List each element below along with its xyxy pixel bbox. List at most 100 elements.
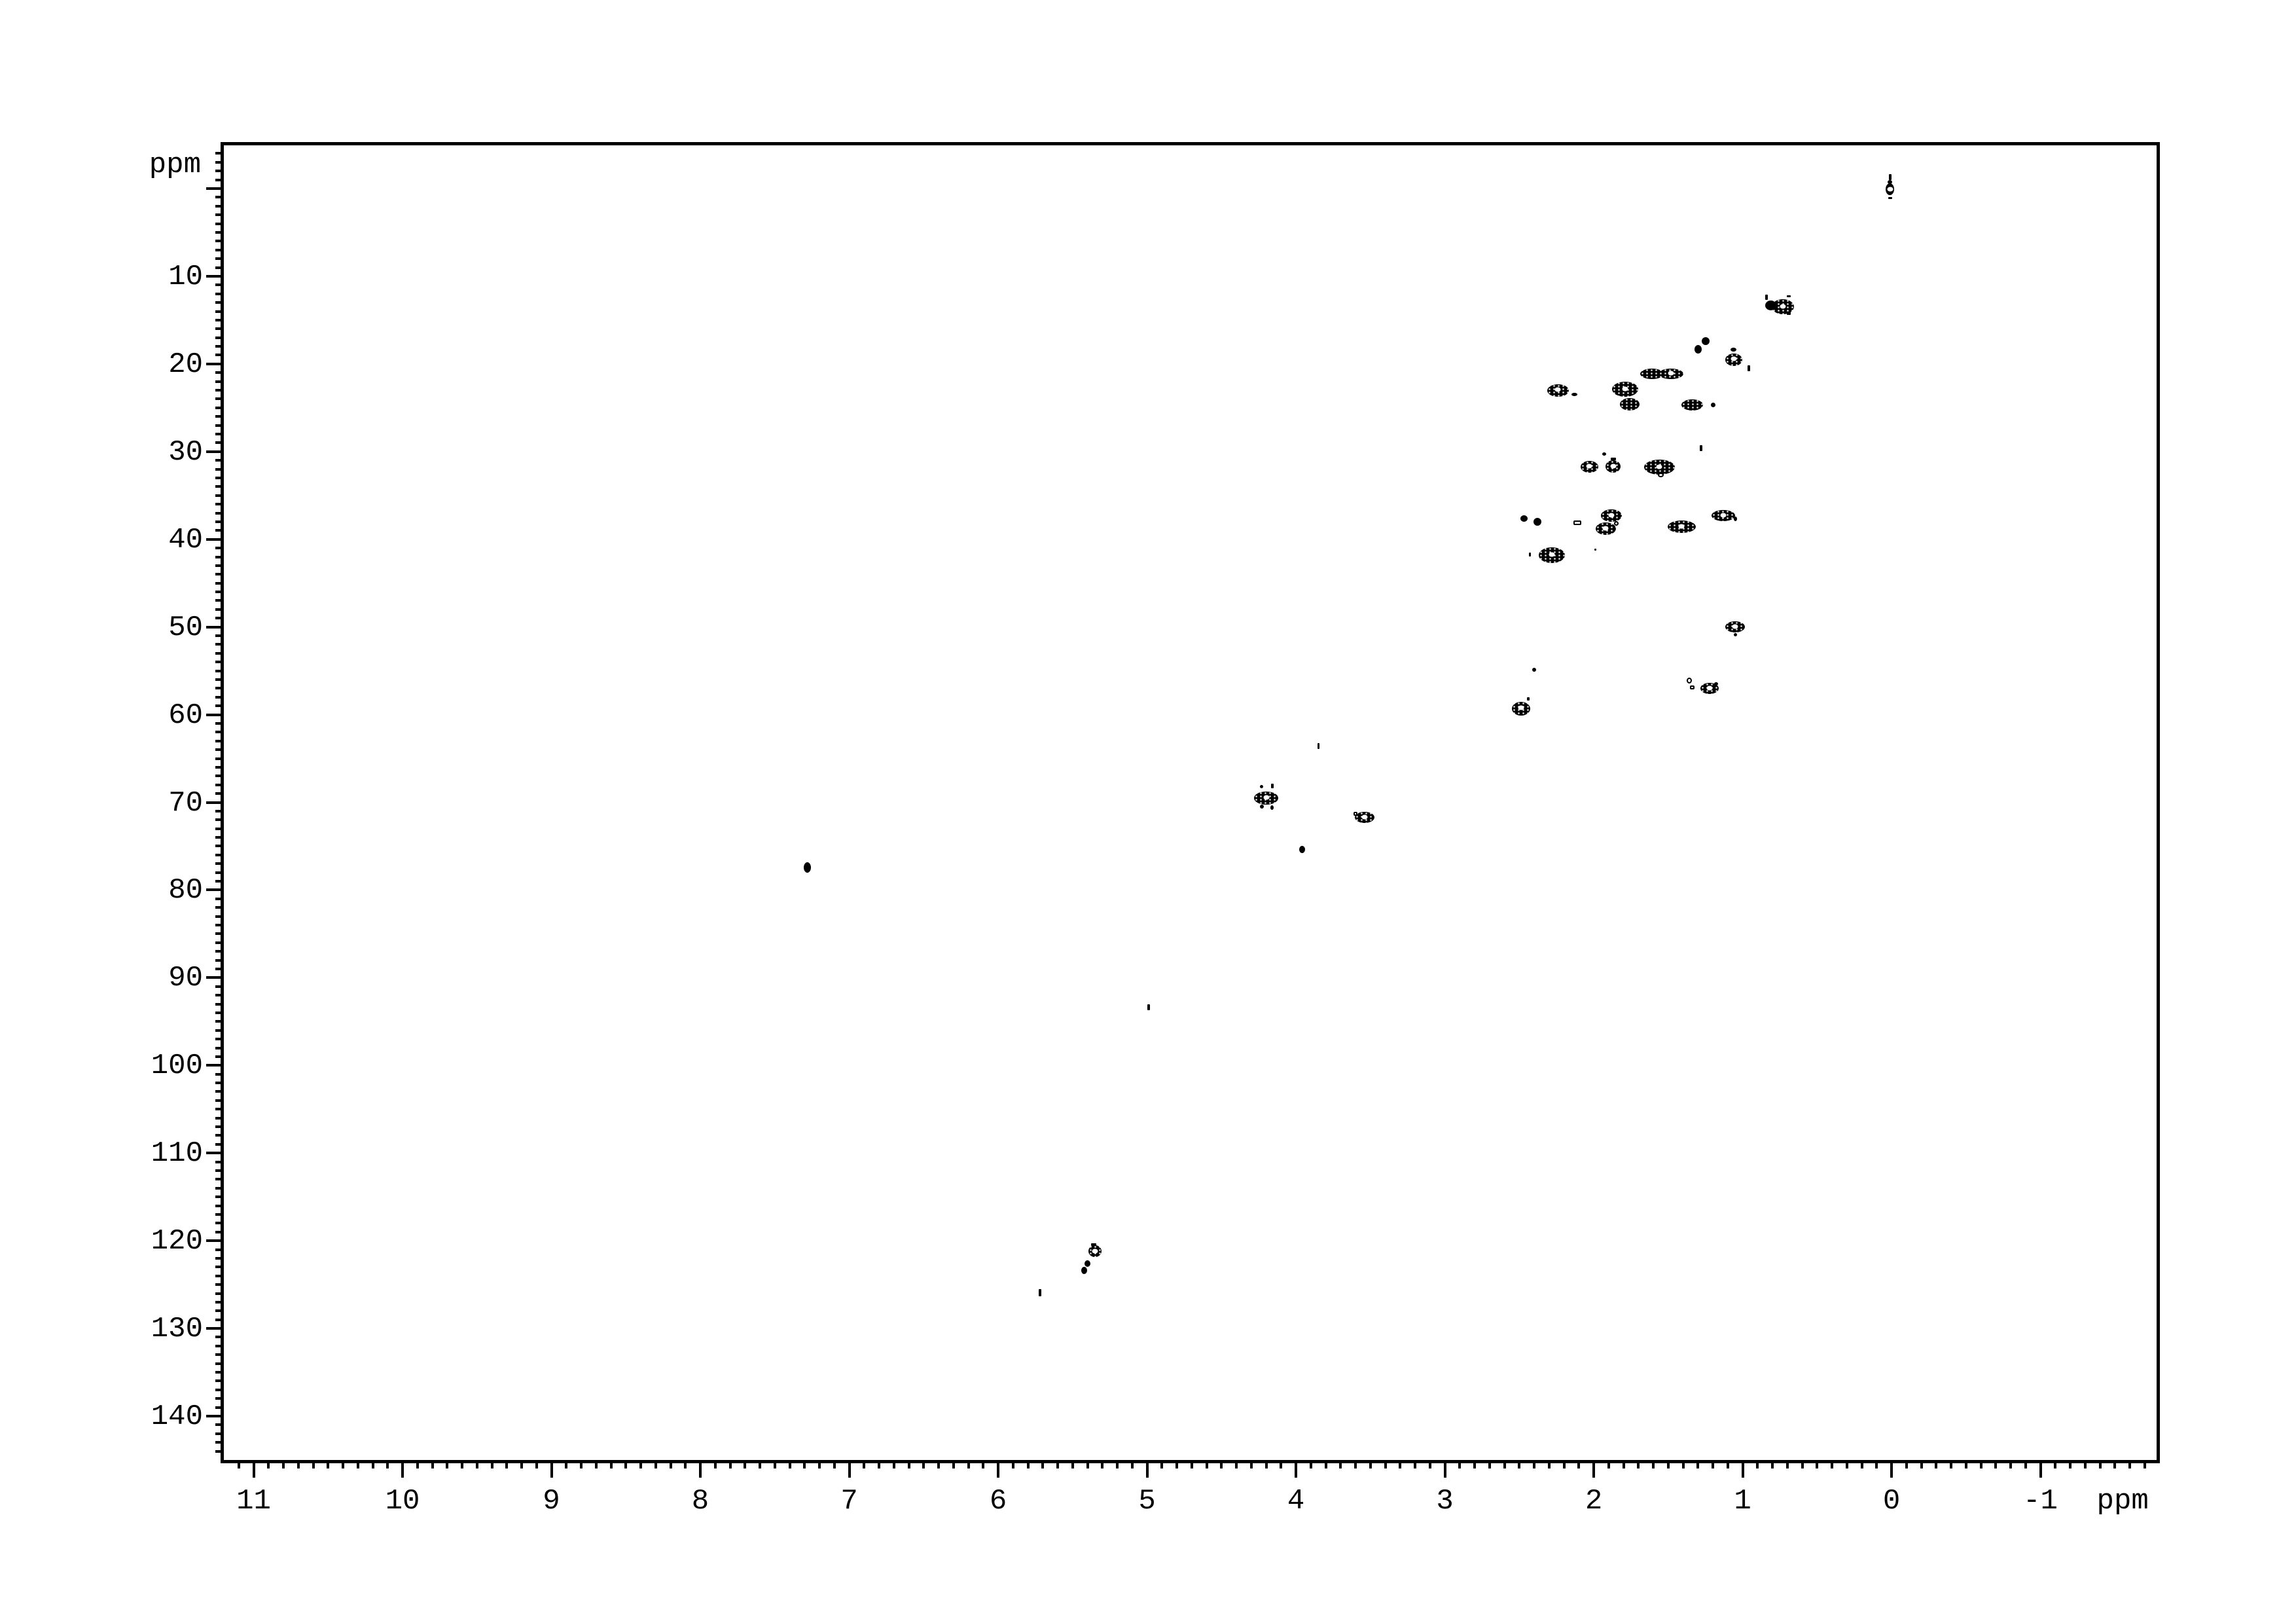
y-minor-tick [215,354,224,357]
y-minor-tick [215,573,224,576]
x-minor-tick [1190,1460,1193,1468]
y-minor-tick [215,687,224,690]
x-minor-tick [2128,1460,2132,1468]
y-minor-tick [215,204,224,208]
y-minor-tick [215,380,224,383]
y-minor-tick [215,818,224,822]
y-minor-tick [215,564,224,567]
x-minor-tick [356,1460,359,1468]
y-minor-tick [215,967,224,970]
peak [1771,299,1794,315]
y-minor-tick [215,950,224,953]
y-minor-tick [215,792,224,795]
x-minor-tick [1071,1460,1074,1468]
x-minor-tick [1116,1460,1119,1468]
y-minor-tick [215,1266,224,1269]
x-axis-unit-label: ppm [2096,1485,2149,1518]
x-minor-tick [669,1460,672,1468]
x-minor-tick [654,1460,657,1468]
x-minor-tick [1041,1460,1045,1468]
x-minor-tick [907,1460,910,1468]
y-minor-tick [215,283,224,287]
x-minor-tick [982,1460,985,1468]
peak [1081,1267,1088,1275]
x-minor-tick [1696,1460,1700,1468]
x-tick-label: 10 [385,1485,420,1518]
y-minor-tick [215,1344,224,1347]
y-major-tick [206,362,224,365]
y-minor-tick [215,503,224,506]
x-minor-tick [1160,1460,1164,1468]
y-minor-tick [215,1134,224,1137]
y-minor-tick [215,721,224,725]
x-minor-tick [1964,1460,1967,1468]
y-minor-tick [215,178,224,181]
peak [1731,348,1737,352]
x-minor-tick [1533,1460,1536,1468]
y-minor-tick [215,1038,224,1041]
x-major-tick [1295,1460,1298,1478]
x-minor-tick [1681,1460,1685,1468]
y-minor-tick [215,406,224,409]
peak [1765,295,1768,301]
y-tick-label: 120 [151,1225,203,1258]
y-tick-label: 10 [168,260,203,293]
peak [1689,685,1695,690]
y-minor-tick [215,424,224,427]
x-minor-tick [296,1460,300,1468]
x-minor-tick [1205,1460,1208,1468]
y-minor-tick [215,511,224,515]
x-minor-tick [1309,1460,1312,1468]
peak [1533,517,1541,526]
peak [1595,522,1616,536]
y-major-tick [206,625,224,629]
x-minor-tick [684,1460,687,1468]
y-major-tick [206,538,224,541]
y-tick-label: 100 [151,1049,203,1083]
peak [1270,783,1274,788]
x-minor-tick [1428,1460,1431,1468]
y-minor-tick [215,1379,224,1383]
y-minor-tick [215,327,224,331]
peak [804,862,812,873]
y-minor-tick [215,240,224,243]
x-major-tick [848,1460,851,1478]
x-minor-tick [1801,1460,1804,1468]
x-minor-tick [1756,1460,1759,1468]
peak [1090,1243,1096,1246]
y-minor-tick [215,643,224,646]
y-minor-tick [215,555,224,558]
x-minor-tick [1011,1460,1014,1468]
x-major-tick [1592,1460,1596,1478]
y-minor-tick [215,1318,224,1321]
x-minor-tick [431,1460,434,1468]
y-minor-tick [215,1213,224,1216]
y-tick-label: 70 [168,786,203,820]
y-major-tick [206,888,224,892]
peak [1254,791,1279,805]
x-major-tick [550,1460,553,1478]
y-minor-tick [215,467,224,471]
x-minor-tick [1712,1460,1715,1468]
peak [1580,460,1598,473]
x-major-tick [699,1460,702,1478]
y-minor-tick [215,1371,224,1374]
x-major-tick [2039,1460,2042,1478]
x-tick-label: 0 [1882,1485,1901,1518]
peak [1888,174,1892,181]
peak [1088,1245,1102,1258]
x-minor-tick [1622,1460,1625,1468]
peak [1605,460,1621,473]
peak [1354,811,1358,816]
x-tick-label: 5 [1138,1485,1156,1518]
peak [1667,520,1696,534]
x-tick-label: 6 [989,1485,1007,1518]
x-minor-tick [1607,1460,1610,1468]
peak [1886,183,1895,196]
y-minor-tick [215,765,224,769]
x-tick-label: 11 [236,1485,271,1518]
y-minor-tick [215,170,224,173]
y-minor-tick [215,704,224,708]
y-minor-tick [215,1406,224,1409]
y-minor-tick [215,678,224,682]
